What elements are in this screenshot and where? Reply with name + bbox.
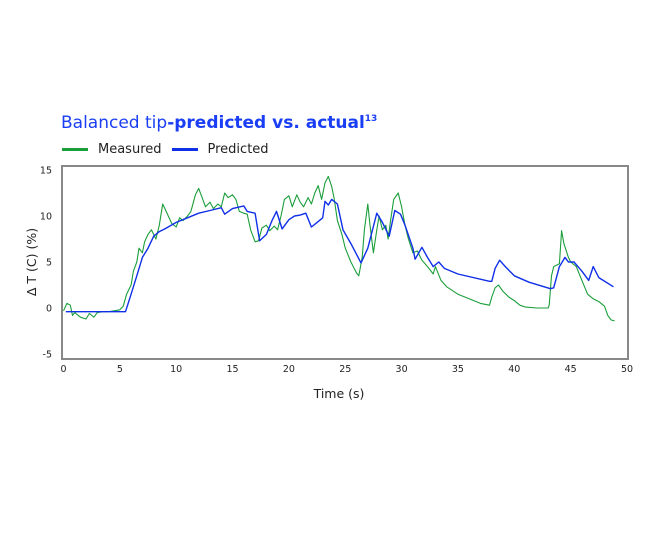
y-tick-label: 10 (40, 212, 52, 223)
x-tick-label: 10 (170, 364, 182, 375)
chart-title: Balanced tip-predicted vs. actual13 (61, 113, 377, 133)
x-axis-label: Time (s) (313, 386, 365, 401)
x-tick-label: 30 (396, 364, 408, 375)
series-lines (63, 175, 615, 322)
series-line-measured (63, 175, 615, 322)
x-tick-label: 5 (117, 364, 123, 375)
x-tick-label: 25 (339, 364, 351, 375)
title-bold: -predicted vs. actual (167, 113, 365, 133)
x-tick-label: 15 (227, 364, 239, 375)
legend-label-measured: Measured (98, 142, 162, 157)
y-tick-label: 5 (46, 258, 52, 269)
x-tick-label: 40 (508, 364, 520, 375)
x-tick-label: 20 (283, 364, 295, 375)
series-line-predicted (65, 198, 614, 313)
title-footnote: 13 (364, 114, 378, 124)
legend-item-predicted: Predicted (171, 142, 269, 157)
y-tick-label: 0 (46, 304, 52, 315)
y-axis-label: Δ T (C) (%) (24, 228, 39, 296)
legend: Measured Predicted (62, 142, 279, 157)
legend-label-predicted: Predicted (207, 142, 269, 157)
y-tick-label: -5 (43, 350, 52, 361)
x-axis-ticks: 0 5 10 15 20 25 30 35 40 45 50 (60, 364, 633, 375)
x-tick-label: 35 (452, 364, 464, 375)
x-tick-label: 0 (60, 364, 66, 375)
y-axis-ticks: -5 0 5 10 15 (40, 166, 52, 361)
x-tick-label: 45 (565, 364, 577, 375)
title-regular: Balanced tip (61, 113, 168, 133)
plot-frame (61, 165, 629, 360)
legend-swatch-measured (62, 148, 88, 151)
legend-item-measured: Measured (62, 142, 162, 157)
y-tick-label: 15 (40, 166, 52, 177)
x-tick-label: 50 (621, 364, 633, 375)
legend-swatch-predicted (171, 148, 198, 151)
